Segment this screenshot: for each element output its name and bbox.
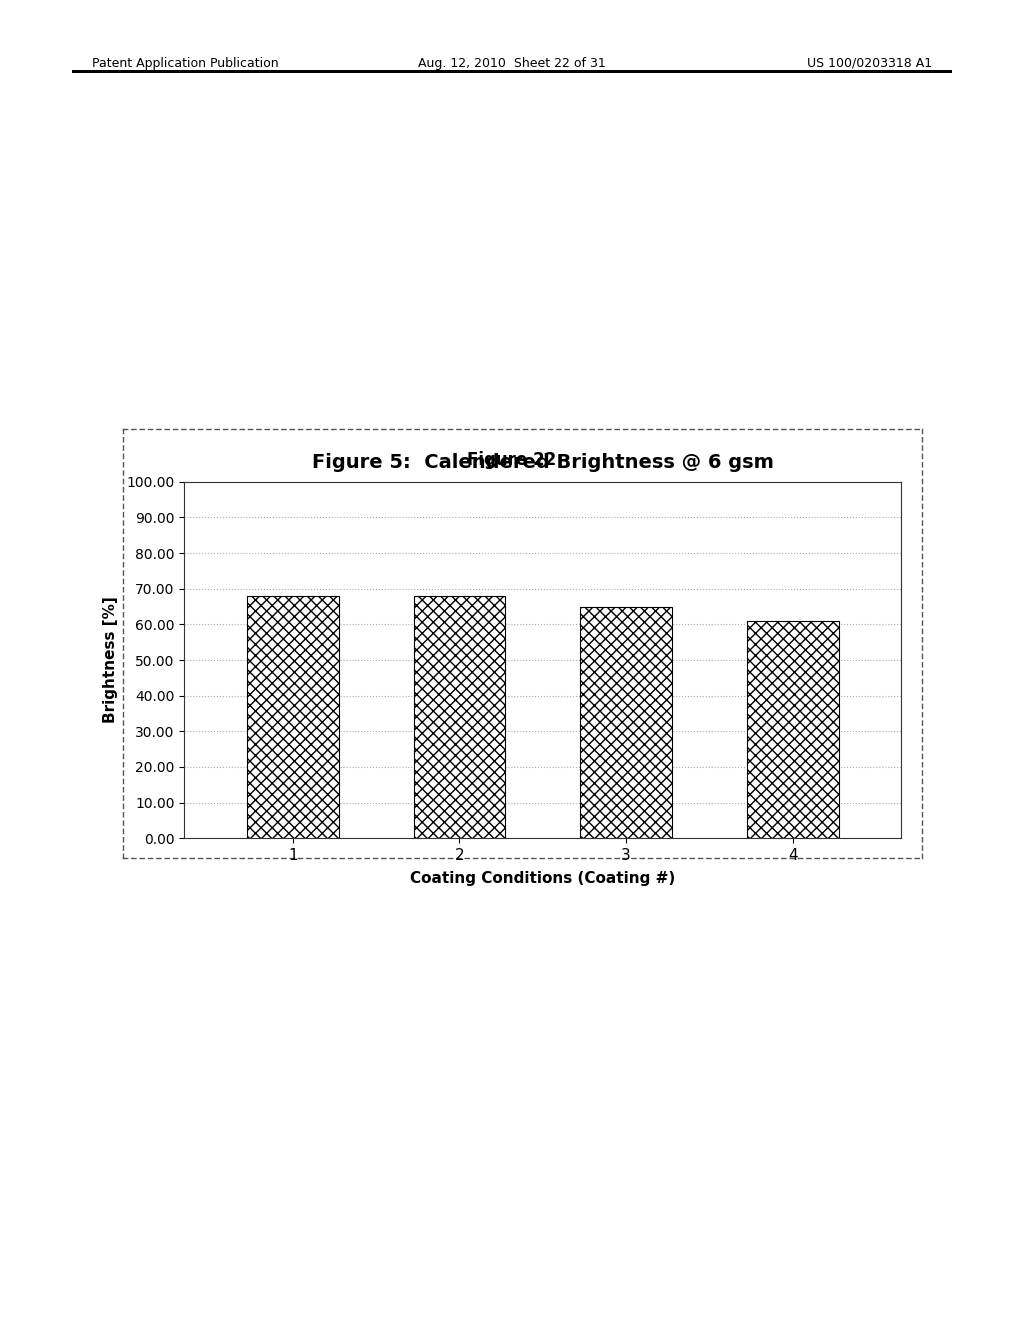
X-axis label: Coating Conditions (Coating #): Coating Conditions (Coating #) — [410, 871, 676, 886]
Text: Figure 22: Figure 22 — [467, 450, 557, 469]
Bar — [581, 607, 672, 838]
Bar — [247, 595, 339, 838]
Y-axis label: Brightness [%]: Brightness [%] — [103, 597, 118, 723]
Title: Figure 5:  Calendered Brightness @ 6 gsm: Figure 5: Calendered Brightness @ 6 gsm — [311, 453, 774, 473]
Bar — [414, 595, 505, 838]
Bar — [746, 620, 839, 838]
Text: US 100/0203318 A1: US 100/0203318 A1 — [807, 57, 932, 70]
Text: Aug. 12, 2010  Sheet 22 of 31: Aug. 12, 2010 Sheet 22 of 31 — [418, 57, 606, 70]
Text: Patent Application Publication: Patent Application Publication — [92, 57, 279, 70]
